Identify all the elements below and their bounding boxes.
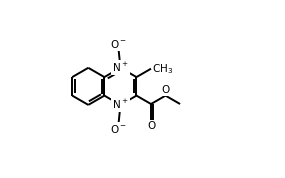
Text: O: O (147, 121, 155, 131)
Text: N$^+$: N$^+$ (112, 98, 129, 111)
Text: O: O (161, 85, 170, 95)
Text: O$^-$: O$^-$ (110, 122, 127, 135)
Text: N$^+$: N$^+$ (112, 61, 129, 74)
Text: O$^-$: O$^-$ (110, 38, 127, 50)
Text: CH$_3$: CH$_3$ (152, 62, 174, 76)
